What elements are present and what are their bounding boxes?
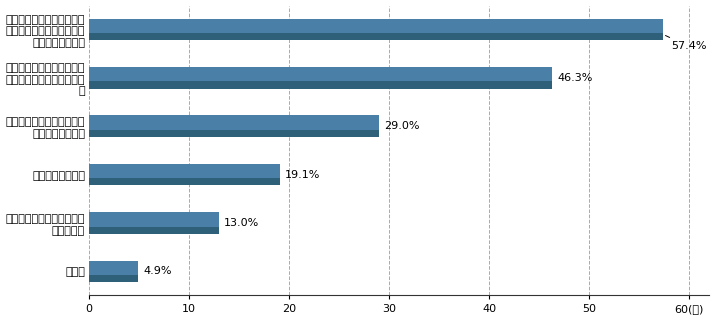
Bar xyxy=(90,67,552,83)
Bar xyxy=(90,82,552,89)
Bar xyxy=(90,33,663,40)
Text: 57.4%: 57.4% xyxy=(665,36,707,52)
Text: 19.1%: 19.1% xyxy=(285,170,321,180)
Bar xyxy=(90,19,663,35)
Text: 13.0%: 13.0% xyxy=(224,218,259,228)
Text: 46.3%: 46.3% xyxy=(557,73,592,83)
Bar xyxy=(90,178,280,186)
Bar xyxy=(90,227,219,234)
Text: 29.0%: 29.0% xyxy=(384,121,420,131)
Text: 4.9%: 4.9% xyxy=(143,266,172,276)
Bar xyxy=(90,260,138,276)
Bar xyxy=(90,130,379,137)
Bar xyxy=(90,212,219,228)
Bar xyxy=(90,164,280,180)
Bar xyxy=(90,275,138,282)
Bar xyxy=(90,116,379,131)
